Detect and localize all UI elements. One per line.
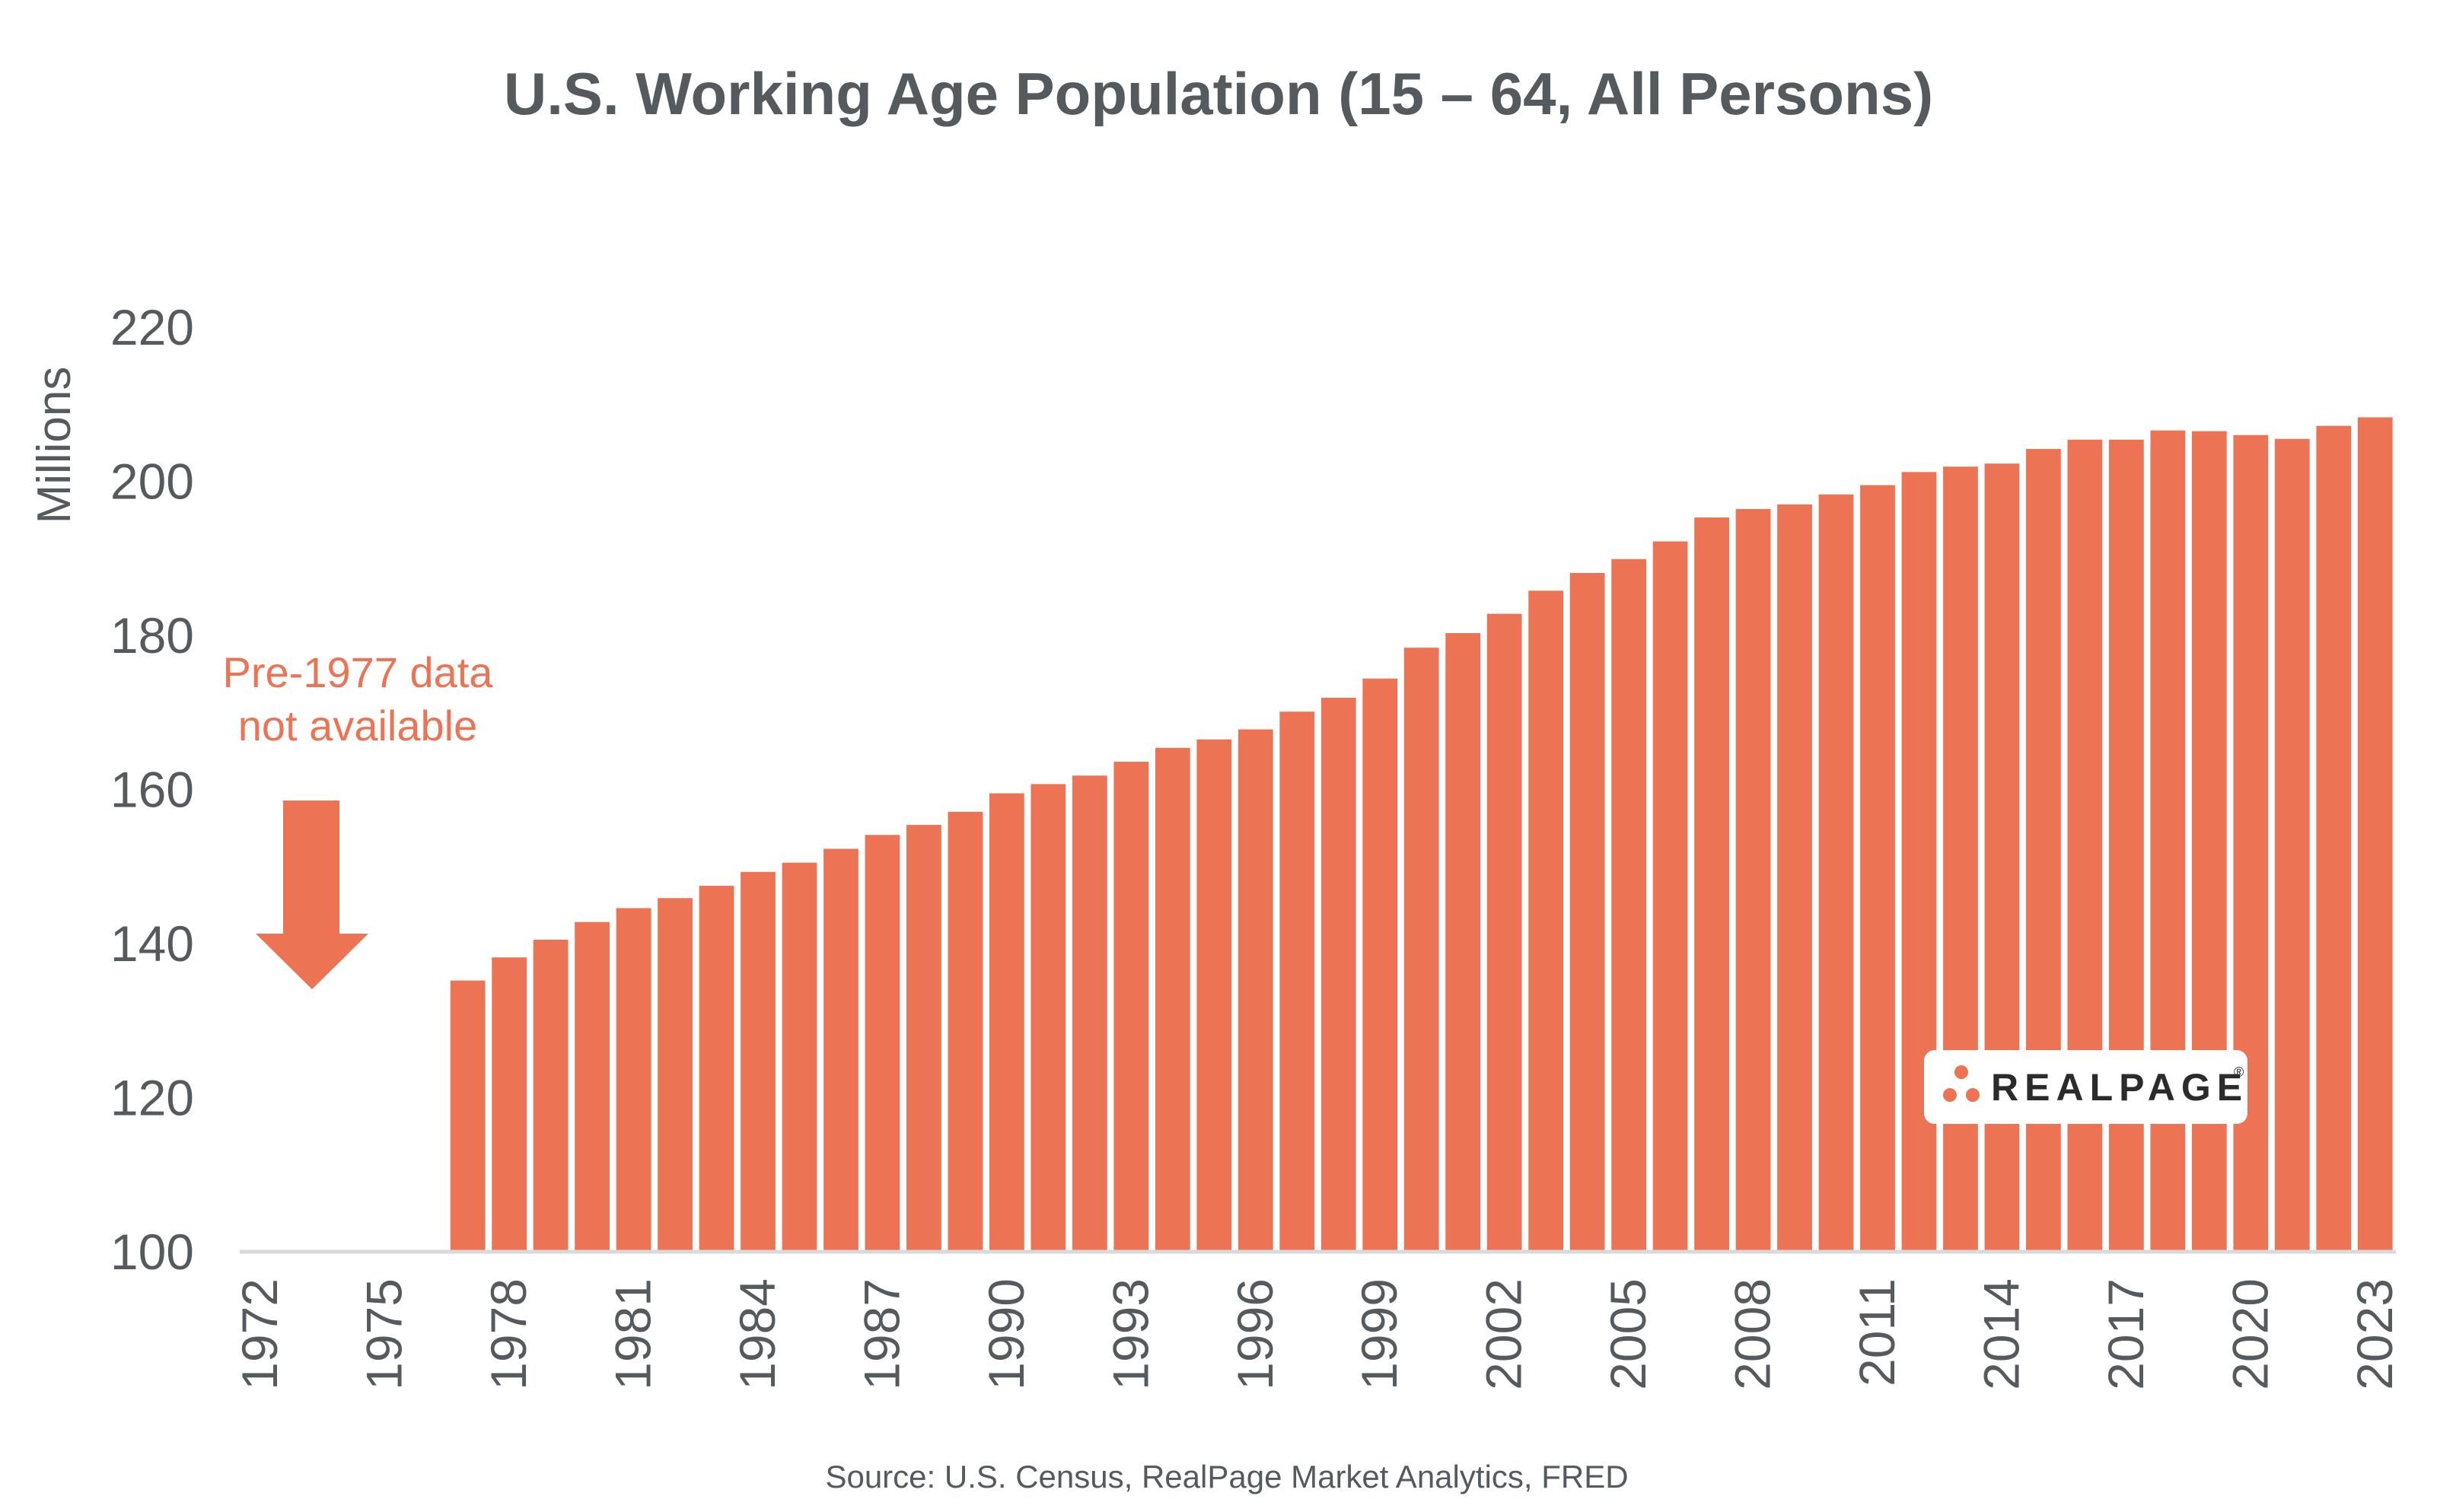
bar-1983 <box>699 886 734 1252</box>
x-tick-label: 2008 <box>1725 1278 1781 1390</box>
bar-1986 <box>823 848 859 1252</box>
bar-1998 <box>1320 698 1356 1252</box>
bar-1988 <box>906 825 941 1252</box>
logo-background <box>1924 1050 2247 1124</box>
bar-1999 <box>1362 678 1398 1252</box>
x-tick-label: 2002 <box>1476 1278 1532 1390</box>
y-tick-label: 160 <box>110 762 194 818</box>
x-tick-label: 2017 <box>2098 1278 2154 1390</box>
bar-1977 <box>450 980 486 1252</box>
x-tick-label: 1975 <box>356 1278 413 1390</box>
logo-trademark: ® <box>2234 1065 2244 1080</box>
x-tick-label: 1987 <box>853 1278 909 1390</box>
y-tick-label: 100 <box>110 1224 194 1280</box>
bar-1979 <box>533 939 569 1252</box>
logo-dot-icon <box>1954 1065 1968 1079</box>
bar-2009 <box>1777 504 1812 1252</box>
x-axis: 1972 1975 1978 1981 1984 1987 1990 1993 1996 1999… <box>231 1278 2403 1390</box>
annotation-line-1: Pre-1977 data <box>223 648 494 696</box>
y-tick-label: 120 <box>110 1070 194 1126</box>
bar-2014 <box>1984 463 2020 1252</box>
bar-2007 <box>1694 517 1729 1252</box>
y-axis: 100 120 140 160 180 200 220 <box>110 299 194 1280</box>
bar-2020 <box>2233 435 2269 1252</box>
y-tick-label: 220 <box>110 299 194 355</box>
bar-2004 <box>1569 572 1605 1252</box>
down-arrow-icon <box>256 801 368 989</box>
x-tick-label: 1978 <box>480 1278 537 1390</box>
bar-1985 <box>782 862 817 1252</box>
bar-2013 <box>1943 466 1978 1253</box>
bar-2008 <box>1735 508 1771 1252</box>
x-tick-label: 1990 <box>978 1278 1034 1390</box>
x-tick-label: 2011 <box>1849 1278 1905 1386</box>
annotation-line-2: not available <box>238 702 477 750</box>
bar-1980 <box>575 922 610 1252</box>
x-tick-label: 1984 <box>729 1278 785 1390</box>
bar-2022 <box>2316 425 2352 1252</box>
bar-2010 <box>1818 494 1854 1252</box>
bar-2005 <box>1611 559 1646 1252</box>
logo-dot-icon <box>1966 1088 1980 1102</box>
bar-2015 <box>2026 448 2061 1252</box>
logo-text: REALPAGE <box>1991 1066 2248 1109</box>
chart-title: U.S. Working Age Population (15 – 64, Al… <box>504 60 1933 127</box>
x-tick-label: 2005 <box>1600 1278 1656 1390</box>
pre-1977-annotation: Pre-1977 data not available <box>223 648 494 989</box>
y-tick-label: 140 <box>110 915 194 972</box>
bar-2016 <box>2067 439 2103 1253</box>
logo-dot-icon <box>1943 1088 1957 1102</box>
bar-1996 <box>1238 729 1273 1252</box>
bar-1995 <box>1196 739 1232 1252</box>
bar-1987 <box>865 835 900 1252</box>
x-tick-label: 1972 <box>231 1278 288 1390</box>
bar-2021 <box>2274 438 2310 1252</box>
bar-1978 <box>492 957 527 1252</box>
bar-1990 <box>989 793 1024 1252</box>
x-tick-label: 2020 <box>2222 1278 2278 1390</box>
x-tick-label: 2014 <box>1973 1278 2029 1390</box>
x-tick-label: 2023 <box>2346 1278 2403 1390</box>
bar-2012 <box>1901 472 1937 1252</box>
bar-2002 <box>1486 613 1522 1252</box>
bar-1993 <box>1113 762 1149 1252</box>
y-tick-label: 180 <box>110 607 194 664</box>
bar-2019 <box>2191 431 2227 1252</box>
source-note: Source: U.S. Census, RealPage Market Ana… <box>825 1459 1628 1494</box>
bar-2006 <box>1652 541 1688 1252</box>
x-tick-label: 1993 <box>1102 1278 1158 1390</box>
bar-1984 <box>741 871 776 1252</box>
x-tick-label: 1981 <box>605 1278 661 1390</box>
realpage-logo: REALPAGE ® <box>1924 1050 2248 1124</box>
bar-2001 <box>1445 632 1481 1252</box>
bar-1982 <box>658 898 693 1252</box>
bar-2017 <box>2108 439 2144 1253</box>
x-tick-label: 1999 <box>1351 1278 1407 1390</box>
bar-1981 <box>616 908 651 1252</box>
bar-1991 <box>1031 784 1066 1252</box>
bar-2018 <box>2150 430 2186 1252</box>
bar-2003 <box>1528 590 1564 1252</box>
bar-2000 <box>1403 648 1439 1252</box>
bar-1994 <box>1155 747 1190 1252</box>
bar-1992 <box>1072 775 1107 1252</box>
bar-2023 <box>2357 417 2393 1252</box>
y-tick-label: 200 <box>110 454 194 510</box>
bar-1989 <box>948 811 983 1252</box>
bar-2011 <box>1860 485 1895 1252</box>
x-tick-label: 1996 <box>1227 1278 1283 1390</box>
bars-group <box>450 417 2393 1253</box>
y-axis-label: Millions <box>28 367 81 524</box>
bar-1997 <box>1279 711 1315 1252</box>
